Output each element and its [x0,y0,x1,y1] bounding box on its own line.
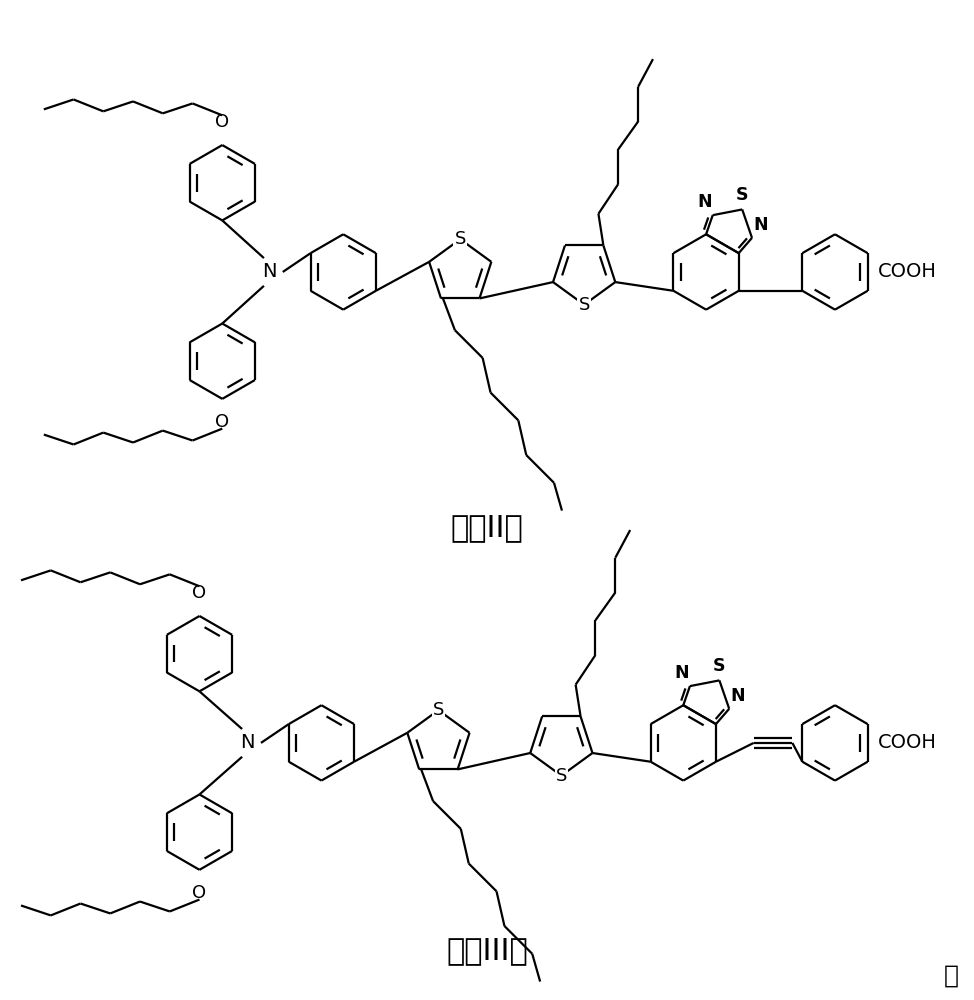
Text: S: S [556,767,567,785]
Text: 。: 。 [944,964,958,988]
Text: S: S [432,701,444,719]
Text: S: S [713,657,726,675]
Text: COOH: COOH [878,262,937,281]
Text: N: N [262,262,277,281]
Text: S: S [455,230,466,248]
Text: COOH: COOH [878,733,937,752]
Text: S: S [736,186,748,204]
Text: S: S [579,296,590,314]
Text: N: N [674,664,689,682]
Text: 式（III）: 式（III） [446,937,528,966]
Text: 式（II）: 式（II） [451,513,523,542]
Text: N: N [697,193,712,211]
Text: O: O [215,413,229,431]
Text: O: O [193,884,206,902]
Text: N: N [730,687,745,705]
Text: O: O [215,113,229,131]
Text: O: O [193,584,206,602]
Text: N: N [753,216,768,234]
Text: N: N [240,733,254,752]
